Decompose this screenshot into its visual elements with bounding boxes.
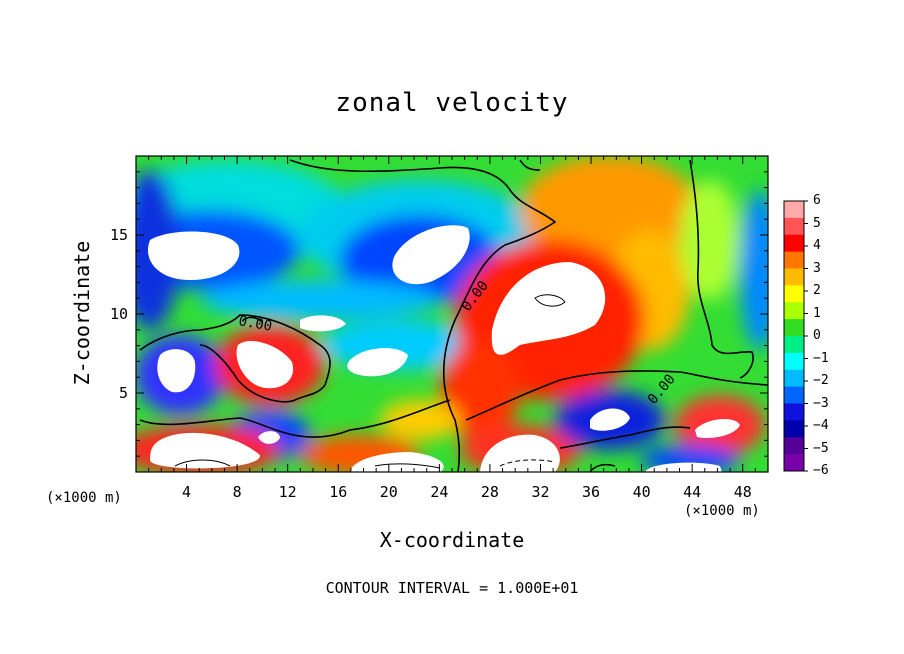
colorbar-tick-label: −2 — [813, 373, 829, 388]
x-tick-label: 12 — [279, 483, 297, 501]
colorbar-swatch — [784, 201, 804, 219]
colorbar-swatch — [784, 217, 804, 236]
x-tick-label: 44 — [683, 483, 701, 501]
axis-ticks — [136, 156, 768, 472]
colorbar-tick-label: 5 — [813, 215, 821, 231]
x-axis-label: X-coordinate — [379, 528, 525, 552]
colorbar-tick-label: 2 — [813, 283, 821, 298]
contour-interval: CONTOUR INTERVAL = 1.000E+01 — [325, 579, 579, 597]
colorbar-tick-label: −5 — [813, 440, 829, 456]
colorbar-swatch — [784, 437, 804, 455]
x-tick-label: 16 — [329, 483, 347, 501]
chart-title: zonal velocity — [335, 88, 569, 118]
x-tick-label: 4 — [182, 483, 191, 501]
colorbar-swatch — [784, 302, 804, 320]
colorbar-tick-label: −4 — [813, 418, 829, 433]
colorbar-swatch — [784, 369, 804, 388]
colorbar — [783, 200, 808, 472]
y-tick-label: 10 — [110, 305, 128, 323]
y-tick-label: 5 — [119, 384, 128, 402]
colorbar-swatch — [784, 319, 804, 337]
colorbar-swatch — [784, 352, 804, 371]
colorbar-tick-label: −6 — [813, 463, 829, 478]
colorbar-swatch — [784, 420, 804, 438]
x-tick-label: 32 — [531, 483, 549, 501]
contour-label: 0.00 — [237, 313, 273, 335]
colorbar-swatch — [784, 268, 804, 286]
contour-lines — [139, 159, 768, 472]
x-tick-label: 20 — [380, 483, 398, 501]
colorbar-tick-label: 3 — [813, 260, 821, 276]
colorbar-swatch — [784, 234, 804, 253]
colorbar-swatch — [784, 403, 804, 421]
colorbar-tick-label: −3 — [813, 395, 829, 411]
colorbar-swatch — [784, 454, 804, 472]
x-unit-left: (×1000 m) — [46, 490, 122, 506]
inner-contours — [174, 294, 566, 469]
x-unit-right: (×1000 m) — [684, 503, 760, 519]
heatmap-field: 0.00 0.00 0.00 — [136, 156, 768, 472]
colorbar-tick-label: 1 — [813, 305, 821, 321]
colorbar-tick-label: 0 — [813, 328, 821, 343]
y-tick-label: 15 — [110, 226, 128, 244]
colorbar-tick-label: −1 — [813, 350, 829, 366]
colorbar-swatch — [784, 285, 804, 303]
colorbar-tick-label: 6 — [813, 193, 821, 208]
x-tick-label: 28 — [481, 483, 499, 501]
colorbar-swatch — [784, 336, 804, 354]
colorbar-swatch — [784, 251, 804, 269]
y-axis-label: Z-coordinate — [70, 240, 94, 386]
x-tick-label: 48 — [734, 483, 752, 501]
x-tick-label: 36 — [582, 483, 600, 501]
x-tick-label: 24 — [430, 483, 448, 501]
colorbar-swatch — [784, 386, 804, 404]
x-tick-label: 8 — [233, 483, 242, 501]
colorbar-tick-label: 4 — [813, 238, 821, 253]
x-tick-label: 40 — [633, 483, 651, 501]
